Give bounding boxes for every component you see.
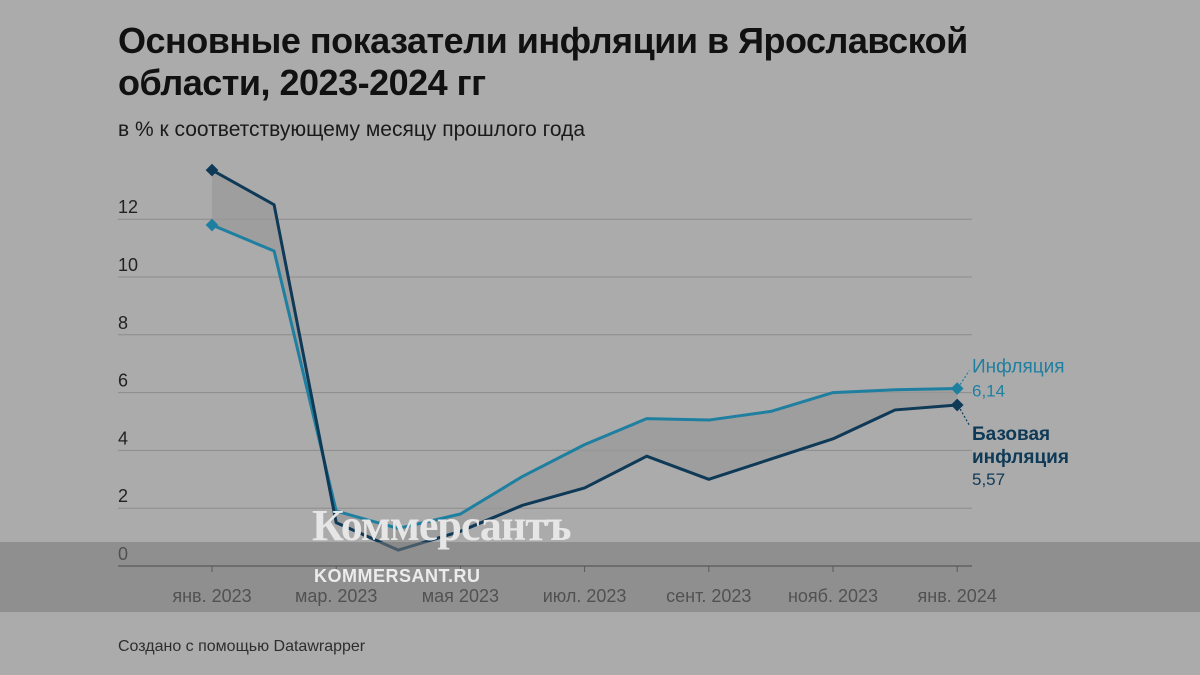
core-inflation-series-name: Базовая xyxy=(972,424,1050,445)
y-tick-label: 6 xyxy=(118,371,128,391)
inflation-end-value: 6,14 xyxy=(972,382,1005,401)
y-tick-label: 8 xyxy=(118,313,128,333)
series-lines xyxy=(205,163,964,552)
watermark-logo: Коммерсантъ xyxy=(312,501,571,550)
core-inflation-end-value: 5,57 xyxy=(972,470,1005,489)
y-tick-label: 4 xyxy=(118,428,128,448)
difference-band xyxy=(212,170,958,551)
chart-title: Основные показатели инфляции в Ярославск… xyxy=(118,20,968,103)
series-difference-area xyxy=(212,170,958,551)
series-point-marker xyxy=(205,218,219,232)
label-leader xyxy=(959,370,970,385)
y-tick-label: 12 xyxy=(118,197,138,217)
series-point-marker xyxy=(205,163,219,177)
inflation-series-name: Инфляция xyxy=(972,357,1065,378)
y-tick-label: 10 xyxy=(118,255,138,275)
chart-subtitle: в % к соответствующему месяцу прошлого г… xyxy=(118,118,586,141)
y-tick-label: 2 xyxy=(118,486,128,506)
core-inflation-series-name: инфляция xyxy=(972,447,1069,468)
label-leader xyxy=(959,408,970,426)
core-inflation-line xyxy=(211,168,958,552)
watermark-url: KOMMERSANT.RU xyxy=(314,566,481,586)
watermark-band xyxy=(0,542,1200,612)
datawrapper-credit[interactable]: Создано с помощью Datawrapper xyxy=(118,638,366,655)
inflation-line xyxy=(211,223,958,530)
